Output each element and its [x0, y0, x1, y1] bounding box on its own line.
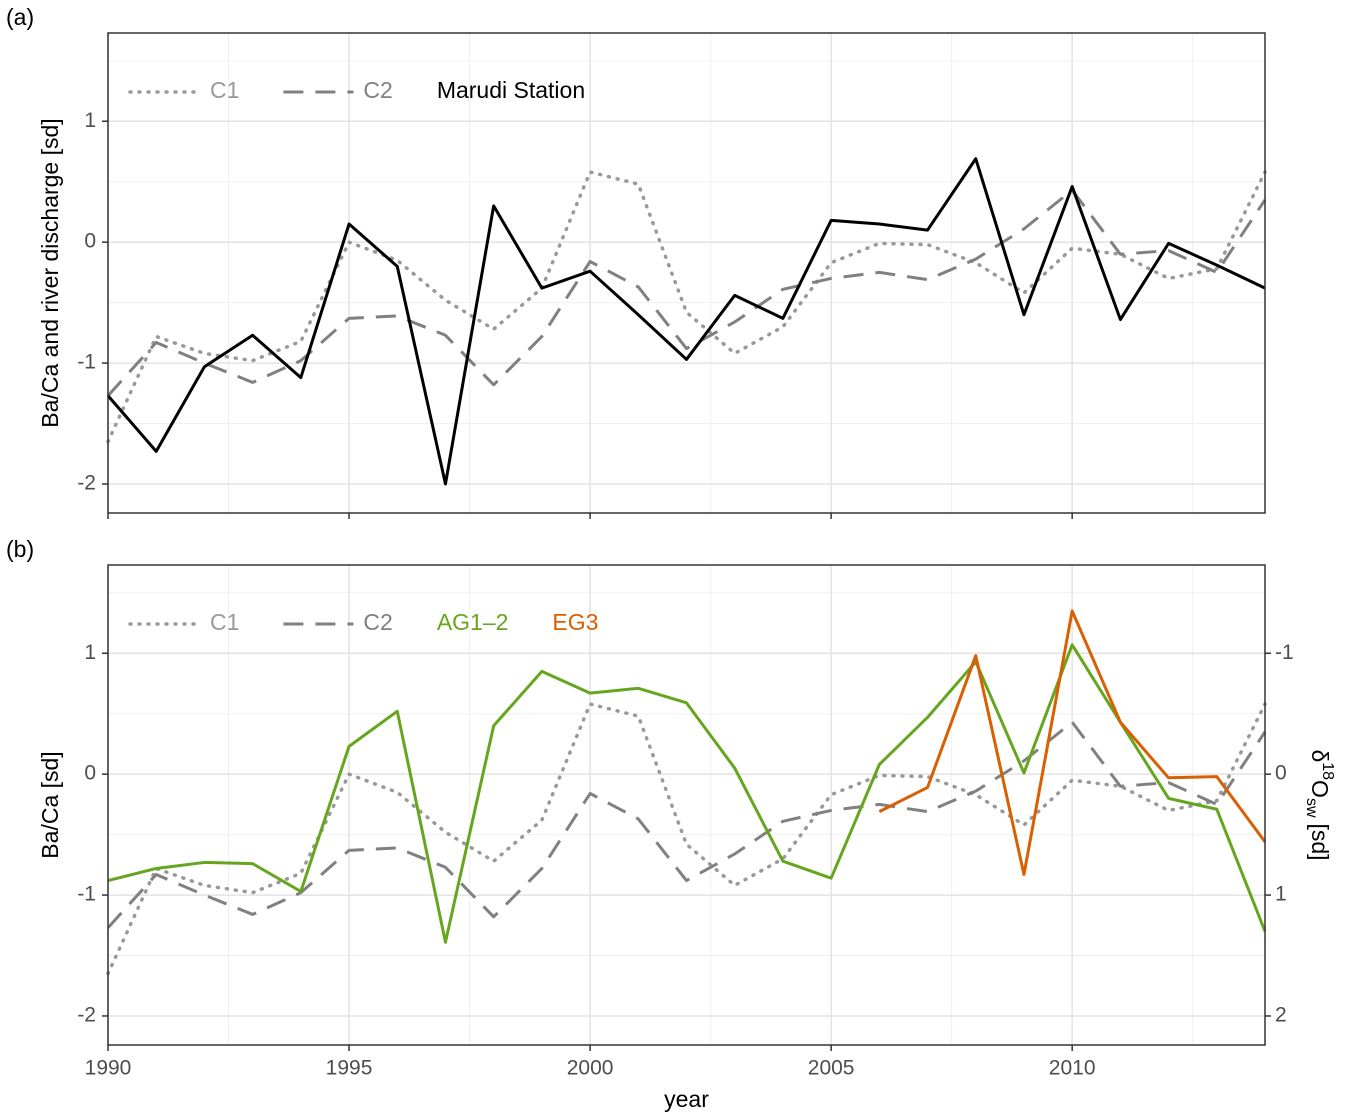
legend-label: C2: [363, 609, 392, 635]
series-line: [878, 609, 1267, 877]
y-tick-label: -1: [77, 883, 96, 906]
y2-title-part: sw: [1303, 798, 1320, 818]
series-line: [106, 702, 1267, 976]
y2-title-part: [sd]: [1307, 823, 1333, 860]
y2-title-part: δ: [1307, 749, 1333, 762]
plot-border: [107, 32, 1266, 514]
series-line: [106, 188, 1267, 397]
y-tick-label: -2: [77, 472, 96, 495]
panel-label: (b): [6, 536, 34, 562]
panel: -2 -1 0 1 C1 C2 Marudi Station (a) Ba/Ca and riv…: [6, 4, 1267, 519]
y-axis-title: Ba/Ca [sd]: [37, 751, 63, 858]
x-tick-label: 2000: [567, 1057, 614, 1080]
y2-tick-label: 1: [1275, 883, 1287, 906]
x-tick-label: 1995: [326, 1057, 373, 1080]
y-tick-label: 1: [84, 109, 96, 132]
legend-label: C1: [210, 77, 239, 103]
series-line: [107, 643, 1267, 944]
x-tick-label: 1990: [85, 1057, 132, 1080]
x-tick-label: 2005: [808, 1057, 855, 1080]
y-tick-label: 1: [84, 641, 96, 664]
y2-tick-label: 0: [1275, 762, 1287, 785]
y2-tick-label: 2: [1275, 1004, 1287, 1027]
plot-background: [108, 565, 1265, 1045]
panel: 1990 1995 2000 2005 2010 -2 -1 0 1 -1 0 1 2 C1 C2 AG1–2…: [6, 536, 1336, 1112]
y2-tick-label: -1: [1275, 641, 1294, 664]
plot-background: [108, 33, 1265, 513]
legend-label: AG1–2: [437, 609, 509, 635]
legend-label: C2: [363, 77, 392, 103]
panel-label: (a): [6, 4, 34, 30]
y-tick-label: -1: [77, 351, 96, 374]
plot-border: [107, 564, 1266, 1046]
legend-label: Marudi Station: [437, 77, 585, 103]
legend-label: EG3: [552, 609, 598, 635]
y2-axis-title: δ18Osw [sd]: [1303, 749, 1336, 860]
y-tick-label: 0: [84, 230, 96, 253]
legend-label: C1: [210, 609, 239, 635]
x-tick-label: 2010: [1049, 1057, 1096, 1080]
y-tick-label: -2: [77, 1004, 96, 1027]
series-line: [106, 170, 1267, 444]
x-axis-title: year: [664, 1086, 709, 1112]
y2-title-part: 18: [1319, 762, 1336, 780]
y-tick-label: 0: [84, 762, 96, 785]
series-line: [106, 157, 1266, 486]
y2-title-part: O: [1307, 780, 1333, 798]
y-axis-title: Ba/Ca and river discharge [sd]: [37, 118, 63, 427]
